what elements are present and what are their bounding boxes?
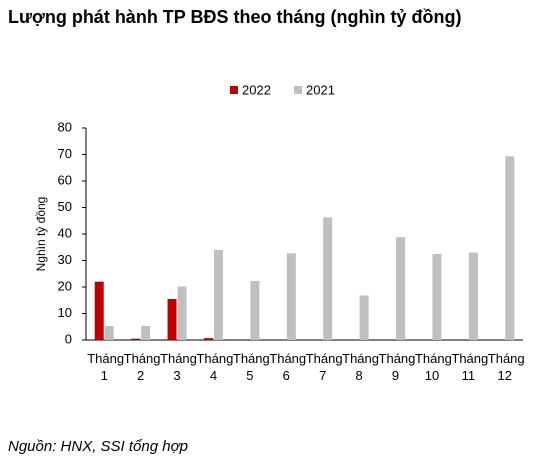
bar <box>250 280 260 340</box>
bar <box>141 325 151 340</box>
x-tick-label: Tháng 5 <box>232 351 270 383</box>
bar <box>213 249 223 340</box>
legend-swatch <box>230 86 238 94</box>
y-tick-label: 80 <box>58 119 72 134</box>
x-tick-label: Tháng 2 <box>123 351 161 383</box>
y-tick-label: 20 <box>58 278 72 293</box>
bar <box>468 252 478 340</box>
bar <box>177 286 187 340</box>
y-axis-label: Nghìn tỷ đồng <box>34 197 48 272</box>
bar <box>505 156 515 340</box>
legend-label: 2022 <box>242 82 271 97</box>
x-tick-label: Tháng 3 <box>160 351 197 383</box>
x-tick-label: Tháng 4 <box>196 351 234 383</box>
bar <box>167 298 177 340</box>
x-tick-label: Tháng 8 <box>342 351 379 383</box>
source: Nguồn: HNX, SSI tổng hợp <box>8 438 188 455</box>
x-tick-label: Tháng 1 <box>87 351 125 383</box>
x-tick-label: Tháng 12 <box>487 351 525 383</box>
bar <box>286 253 296 340</box>
y-tick-label: 30 <box>58 252 72 267</box>
y-tick-label: 70 <box>58 146 72 161</box>
x-tick-label: Tháng 6 <box>269 351 307 383</box>
bar <box>104 325 114 340</box>
legend-label: 2021 <box>306 82 335 97</box>
bar <box>396 237 406 340</box>
bar <box>94 281 104 340</box>
x-tick-label: Tháng 11 <box>451 351 489 383</box>
x-tick-label: Tháng 9 <box>378 351 416 383</box>
bar <box>131 338 141 340</box>
y-tick-label: 10 <box>58 305 72 320</box>
bar <box>359 295 369 340</box>
y-tick-label: 50 <box>58 199 72 214</box>
y-tick-label: 60 <box>58 172 72 187</box>
bar <box>203 338 213 340</box>
x-tick-label: Tháng 7 <box>305 351 343 383</box>
y-tick-label: 40 <box>58 225 72 240</box>
bar <box>323 217 333 340</box>
x-tick-label: Tháng 10 <box>414 351 452 383</box>
legend-swatch <box>294 86 302 94</box>
y-tick-label: 0 <box>65 331 72 346</box>
chart-title: Lượng phát hành TP BĐS theo tháng (nghìn… <box>8 7 461 27</box>
bar <box>432 253 442 340</box>
